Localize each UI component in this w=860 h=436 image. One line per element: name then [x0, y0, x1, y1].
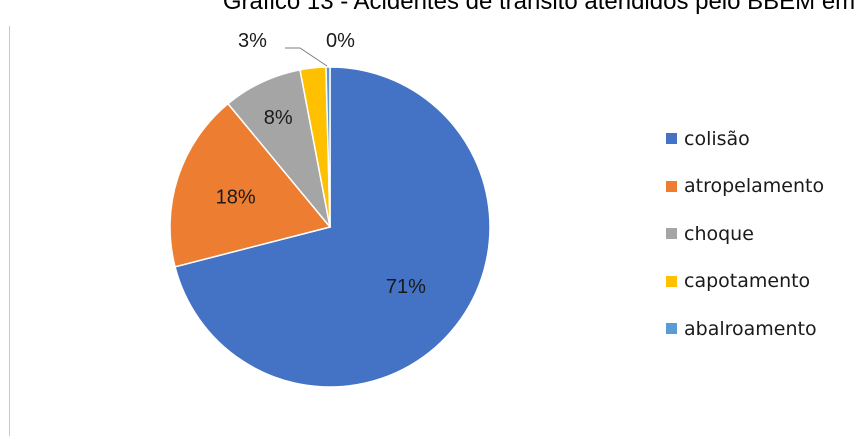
legend-label-colisão: colisão — [684, 127, 750, 150]
legend-swatch-choque — [666, 228, 677, 240]
slice-label-atropelamento: 18% — [216, 186, 256, 208]
chart-title: Gráfico 13 - Acidentes de trânsito atend… — [222, 0, 856, 15]
legend-swatch-abalroamento — [666, 323, 677, 335]
legend-item-abalroamento: abalroamento — [666, 305, 824, 353]
slice-label-capotamento: 3% — [238, 30, 267, 52]
legend-label-atropelamento: atropelamento — [684, 175, 825, 198]
legend-item-atropelamento: atropelamento — [666, 163, 824, 211]
slice-label-choque: 8% — [264, 107, 293, 129]
slice-label-abalroamento: 0% — [326, 30, 355, 52]
legend-swatch-colisão — [666, 133, 677, 145]
leader-lines — [285, 47, 328, 67]
legend-item-choque: choque — [666, 210, 824, 258]
legend-item-capotamento: capotamento — [666, 258, 824, 306]
legend: colisão atropelamento choque capotamento aba… — [666, 115, 824, 353]
pie-slice-atropelamento — [169, 102, 332, 268]
pie-slice-abalroamento — [325, 66, 331, 228]
slice-labels: 71% 18% 8% 3% 0% — [216, 30, 426, 298]
legend-item-colisão: colisão — [666, 115, 824, 163]
legend-label-abalroamento: abalroamento — [684, 317, 817, 340]
legend-label-choque: choque — [684, 222, 754, 245]
legend-label-capotamento: capotamento — [684, 270, 811, 293]
legend-swatch-atropelamento — [666, 180, 677, 192]
frame-border — [9, 26, 10, 436]
slice-label-colisão: 71% — [386, 276, 426, 298]
legend-swatch-capotamento — [666, 275, 677, 287]
pie-slices — [169, 66, 491, 388]
leader-line-abalroamento — [285, 47, 328, 67]
pie-slice-colisão — [174, 66, 491, 388]
